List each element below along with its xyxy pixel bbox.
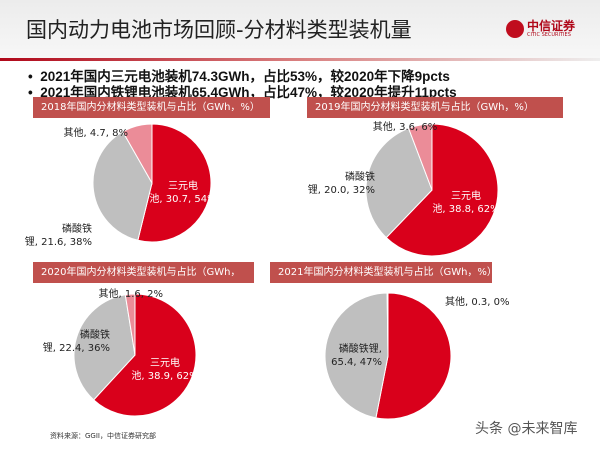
- chart-title-2018: 2018年国内分材料类型装机与占比（GWh，%）: [33, 97, 270, 118]
- source-note: 资料来源：GGII，中信证券研究部: [50, 432, 156, 440]
- slice-label-line: 其他, 1.6, 2%: [99, 287, 163, 300]
- chart-title-2021: 2021年国内分材料类型装机与占比（GWh，%）: [270, 262, 497, 283]
- slice-label: 三元电池, 38.8, 62%: [432, 189, 499, 215]
- slice-label-line: 锂, 22.4, 36%: [43, 342, 110, 354]
- slice-label-line: 三元电: [451, 189, 481, 202]
- slice-label: 其他, 1.6, 2%: [99, 287, 163, 300]
- slice-label-line: 三元电: [168, 179, 198, 192]
- pie-slice: [407, 123, 433, 191]
- bullet-text: 2021年国内三元电池装机74.3GWh，占比53%，较2020年下降9pcts: [40, 69, 450, 84]
- pie-slice: [92, 293, 197, 417]
- pie-slice: [385, 123, 499, 257]
- citic-logo: 中信证券 CITIC SECURITIES: [506, 20, 575, 38]
- slice-label: 三元电池, 74.3, 53%: [455, 346, 506, 372]
- watermark: 头条 @未来智库: [475, 421, 578, 437]
- slice-label-line: 65.4, 47%: [331, 357, 382, 368]
- slice-label: 其他, 0.3, 0%: [445, 295, 509, 308]
- slice-label-line: 锂, 21.6, 38%: [25, 236, 92, 248]
- slice-label-line: 磷酸铁: [62, 222, 92, 235]
- chart-title-2019: 2019年国内分材料类型装机与占比（GWh，%）: [307, 97, 563, 118]
- header-bar: [0, 0, 600, 58]
- logo-subtext: CITIC SECURITIES: [527, 32, 571, 38]
- pie-slice: [365, 127, 433, 239]
- slice-label: 磷酸铁锂, 21.6, 38%: [25, 222, 92, 248]
- page-title: 国内动力电池市场回顾-分材料类型装机量: [26, 18, 412, 42]
- pie-slice: [386, 292, 389, 357]
- slice-label-line: 磷酸铁: [80, 328, 110, 341]
- slice-label: 磷酸铁锂, 20.0, 32%: [308, 170, 375, 196]
- pie-slice: [124, 293, 136, 356]
- pie-slice: [324, 292, 389, 419]
- slice-label-line: 池, 30.7, 54%: [149, 192, 216, 205]
- pie-slice: [137, 123, 212, 243]
- slice-label-line: 其他, 4.7, 8%: [64, 126, 128, 139]
- slice-label-line: 其他, 3.6, 6%: [373, 120, 437, 133]
- citic-logo-icon: [506, 20, 524, 38]
- slice-label-line: 锂, 20.0, 32%: [308, 184, 375, 196]
- slice-label: 磷酸铁锂, 22.4, 36%: [43, 328, 110, 354]
- slice-label: 其他, 3.6, 6%: [373, 120, 437, 133]
- slice-label: 三元电池, 38.9, 62%: [131, 356, 198, 382]
- bullet-text: 2021年国内铁锂电池装机65.4GWh，占比47%，较2020年提升11pct…: [40, 85, 457, 100]
- slice-label-line: 磷酸铁锂,: [339, 342, 382, 355]
- slice-label-line: 池, 38.9, 62%: [131, 369, 198, 382]
- pie-slice: [92, 131, 153, 241]
- bullet-2: • 2021年国内铁锂电池装机65.4GWh，占比47%，较2020年提升11p…: [28, 85, 457, 100]
- slice-label-line: 磷酸铁: [345, 170, 375, 183]
- chart-title-2020: 2020年国内分材料类型装机与占比（GWh，%）: [33, 262, 254, 299]
- pie-slice: [375, 292, 452, 420]
- slice-label: 三元电池, 30.7, 54%: [149, 179, 216, 205]
- logo-text: 中信证券: [527, 19, 576, 33]
- bullet-1: • 2021年国内三元电池装机74.3GWh，占比53%，较2020年下降9pc…: [28, 69, 450, 84]
- header-rule: [0, 58, 600, 61]
- slice-label-line: 三元电: [150, 356, 180, 369]
- pie-slice: [73, 294, 136, 401]
- slice-label: 磷酸铁锂, 65.4, 47%: [331, 342, 382, 368]
- slice-label-line: 74.3, 53%: [455, 361, 506, 372]
- slice-label: 其他, 4.7, 8%: [64, 126, 128, 139]
- slice-label-line: 池, 38.8, 62%: [432, 202, 499, 215]
- pie-slice: [122, 123, 153, 185]
- slice-label-line: 三元电池,: [458, 346, 501, 359]
- slice-label-line: 其他, 0.3, 0%: [445, 295, 509, 308]
